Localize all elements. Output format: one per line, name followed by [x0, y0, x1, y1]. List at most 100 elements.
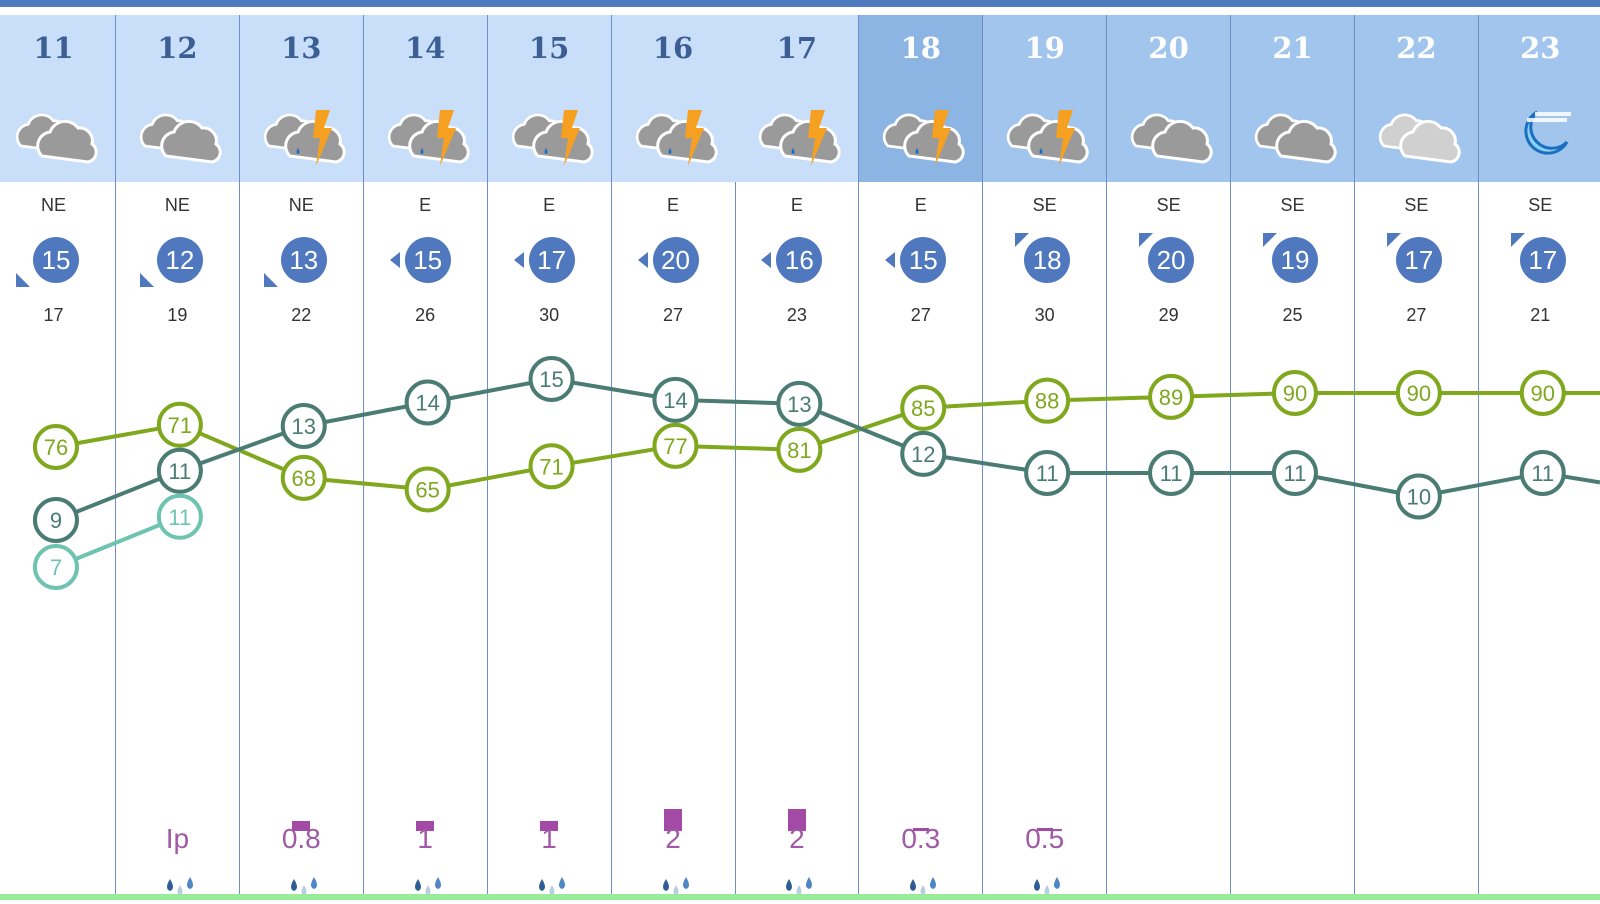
wind-gust: 22 [291, 305, 312, 325]
day-date: 23 [1520, 31, 1561, 65]
day-date: 13 [281, 31, 322, 65]
wind-direction: NE [40, 195, 66, 215]
wind-gust: 29 [1158, 305, 1179, 325]
day-date: 17 [776, 31, 818, 65]
wind-gust: 26 [415, 305, 436, 325]
wind-direction: NE [164, 195, 190, 215]
day-column[interactable]: 18 E 15 27 0.3 [859, 15, 984, 895]
day-column[interactable]: 11 NE 15 17 [0, 15, 116, 894]
day-column[interactable]: 23 SE 17 21 [1478, 15, 1600, 894]
wind-direction: E [914, 195, 927, 215]
wind-gust: 21 [1530, 305, 1551, 325]
wind-speed: 17 [528, 237, 575, 283]
day-column[interactable]: 19 SE 18 30 0.5 [983, 15, 1108, 895]
wind-direction-arrow [1263, 233, 1277, 247]
wind-direction: SE [1280, 195, 1305, 215]
day-header: 17 [735, 15, 859, 182]
wind-gust: 27 [1406, 305, 1427, 325]
wind-direction: SE [1032, 195, 1057, 215]
precip-amount: 2 [789, 823, 805, 854]
wind-gust: 23 [786, 305, 807, 325]
wind-direction-arrow [1139, 233, 1154, 247]
rain-drops-icon [410, 873, 446, 899]
precip-bar [664, 809, 682, 831]
wind-speed: 13 [280, 237, 327, 283]
day-header: 18 [859, 15, 983, 182]
wind-direction-arrow [1386, 233, 1401, 247]
day-header: 13 [239, 15, 363, 182]
precip-bar [787, 809, 806, 831]
day-date: 11 [33, 31, 74, 65]
precip-amount: 0.5 [1025, 823, 1065, 854]
rain-drops-icon [1029, 873, 1065, 899]
precip-amount: 0.8 [281, 823, 321, 854]
day-column[interactable]: 20 SE 20 29 [1107, 15, 1232, 894]
day-column[interactable]: 14 E 15 26 1 [363, 15, 488, 895]
wind-gust: 30 [539, 305, 560, 325]
precip-bar [416, 821, 435, 831]
precip-amount: Ip [165, 823, 190, 854]
day-column[interactable]: 12 NE 12 19 Ip [115, 15, 240, 895]
wind-direction-arrow [637, 252, 648, 268]
thunderstorm-icon [1001, 90, 1091, 170]
wind-direction: SE [1156, 195, 1181, 215]
wind-direction: E [666, 195, 679, 215]
cloudy-icon [1249, 90, 1339, 170]
day-column[interactable]: 13 NE 13 22 0.8 [239, 15, 364, 895]
day-column[interactable]: 21 SE 19 25 [1231, 15, 1355, 894]
precip-amount: 2 [665, 823, 681, 854]
precip-bar [292, 821, 311, 831]
thunderstorm-icon [506, 90, 596, 170]
wind-gust: 17 [43, 305, 64, 325]
day-column[interactable]: 17 E 16 23 2 [735, 15, 860, 895]
wind-direction-arrow [1015, 233, 1030, 247]
wind-gust: 27 [662, 305, 684, 325]
rain-drops-icon [162, 873, 198, 899]
wind-direction-arrow [389, 252, 400, 268]
day-header: 14 [363, 15, 487, 182]
wind-direction-arrow [513, 252, 524, 268]
day-header: 15 [487, 15, 611, 182]
moon-haze-icon [1497, 90, 1587, 170]
wind-direction: E [543, 195, 556, 215]
precip-bar [912, 828, 929, 831]
day-header: 22 [1354, 15, 1478, 182]
day-date: 19 [1024, 31, 1065, 65]
wind-speed: 17 [1395, 237, 1442, 283]
day-header: 20 [1107, 15, 1231, 182]
wind-speed: 15 [33, 237, 79, 283]
rain-drops-icon [286, 873, 322, 899]
thunderstorm-icon [258, 90, 348, 170]
top-bar [0, 0, 1600, 7]
rain-drops-icon [905, 873, 941, 899]
wind-direction-arrow [263, 273, 278, 287]
day-header: 12 [115, 15, 239, 182]
day-column[interactable]: 22 SE 17 27 [1354, 15, 1479, 894]
bottom-strip [0, 894, 1600, 900]
wind-direction: E [419, 195, 432, 215]
thunderstorm-icon [382, 90, 472, 170]
wind-gust: 19 [167, 305, 188, 325]
precip-amount: 1 [541, 823, 557, 854]
wind-speed: 15 [404, 237, 451, 283]
rain-drops-icon [658, 873, 694, 899]
wind-direction-arrow [139, 273, 154, 287]
wind-direction-arrow [1510, 233, 1525, 247]
wind-speed: 15 [900, 237, 947, 283]
day-date: 12 [157, 31, 198, 65]
thunderstorm-icon [877, 90, 967, 170]
wind-direction: SE [1528, 195, 1553, 215]
wind-direction-arrow [885, 252, 896, 268]
wind-speed: 12 [156, 237, 203, 283]
day-header: 23 [1478, 15, 1600, 182]
wind-speed: 19 [1272, 237, 1318, 283]
thunderstorm-icon [630, 90, 720, 170]
day-date: 15 [528, 31, 570, 65]
day-header: 11 [0, 15, 115, 182]
day-column[interactable]: 15 E 17 30 1 [487, 15, 612, 895]
rain-drops-icon [534, 873, 570, 899]
wind-speed: 16 [776, 237, 823, 283]
precip-amount: 0.3 [901, 823, 941, 854]
precip-bar [540, 821, 559, 831]
day-column[interactable]: 16 E 20 27 2 [611, 15, 736, 895]
